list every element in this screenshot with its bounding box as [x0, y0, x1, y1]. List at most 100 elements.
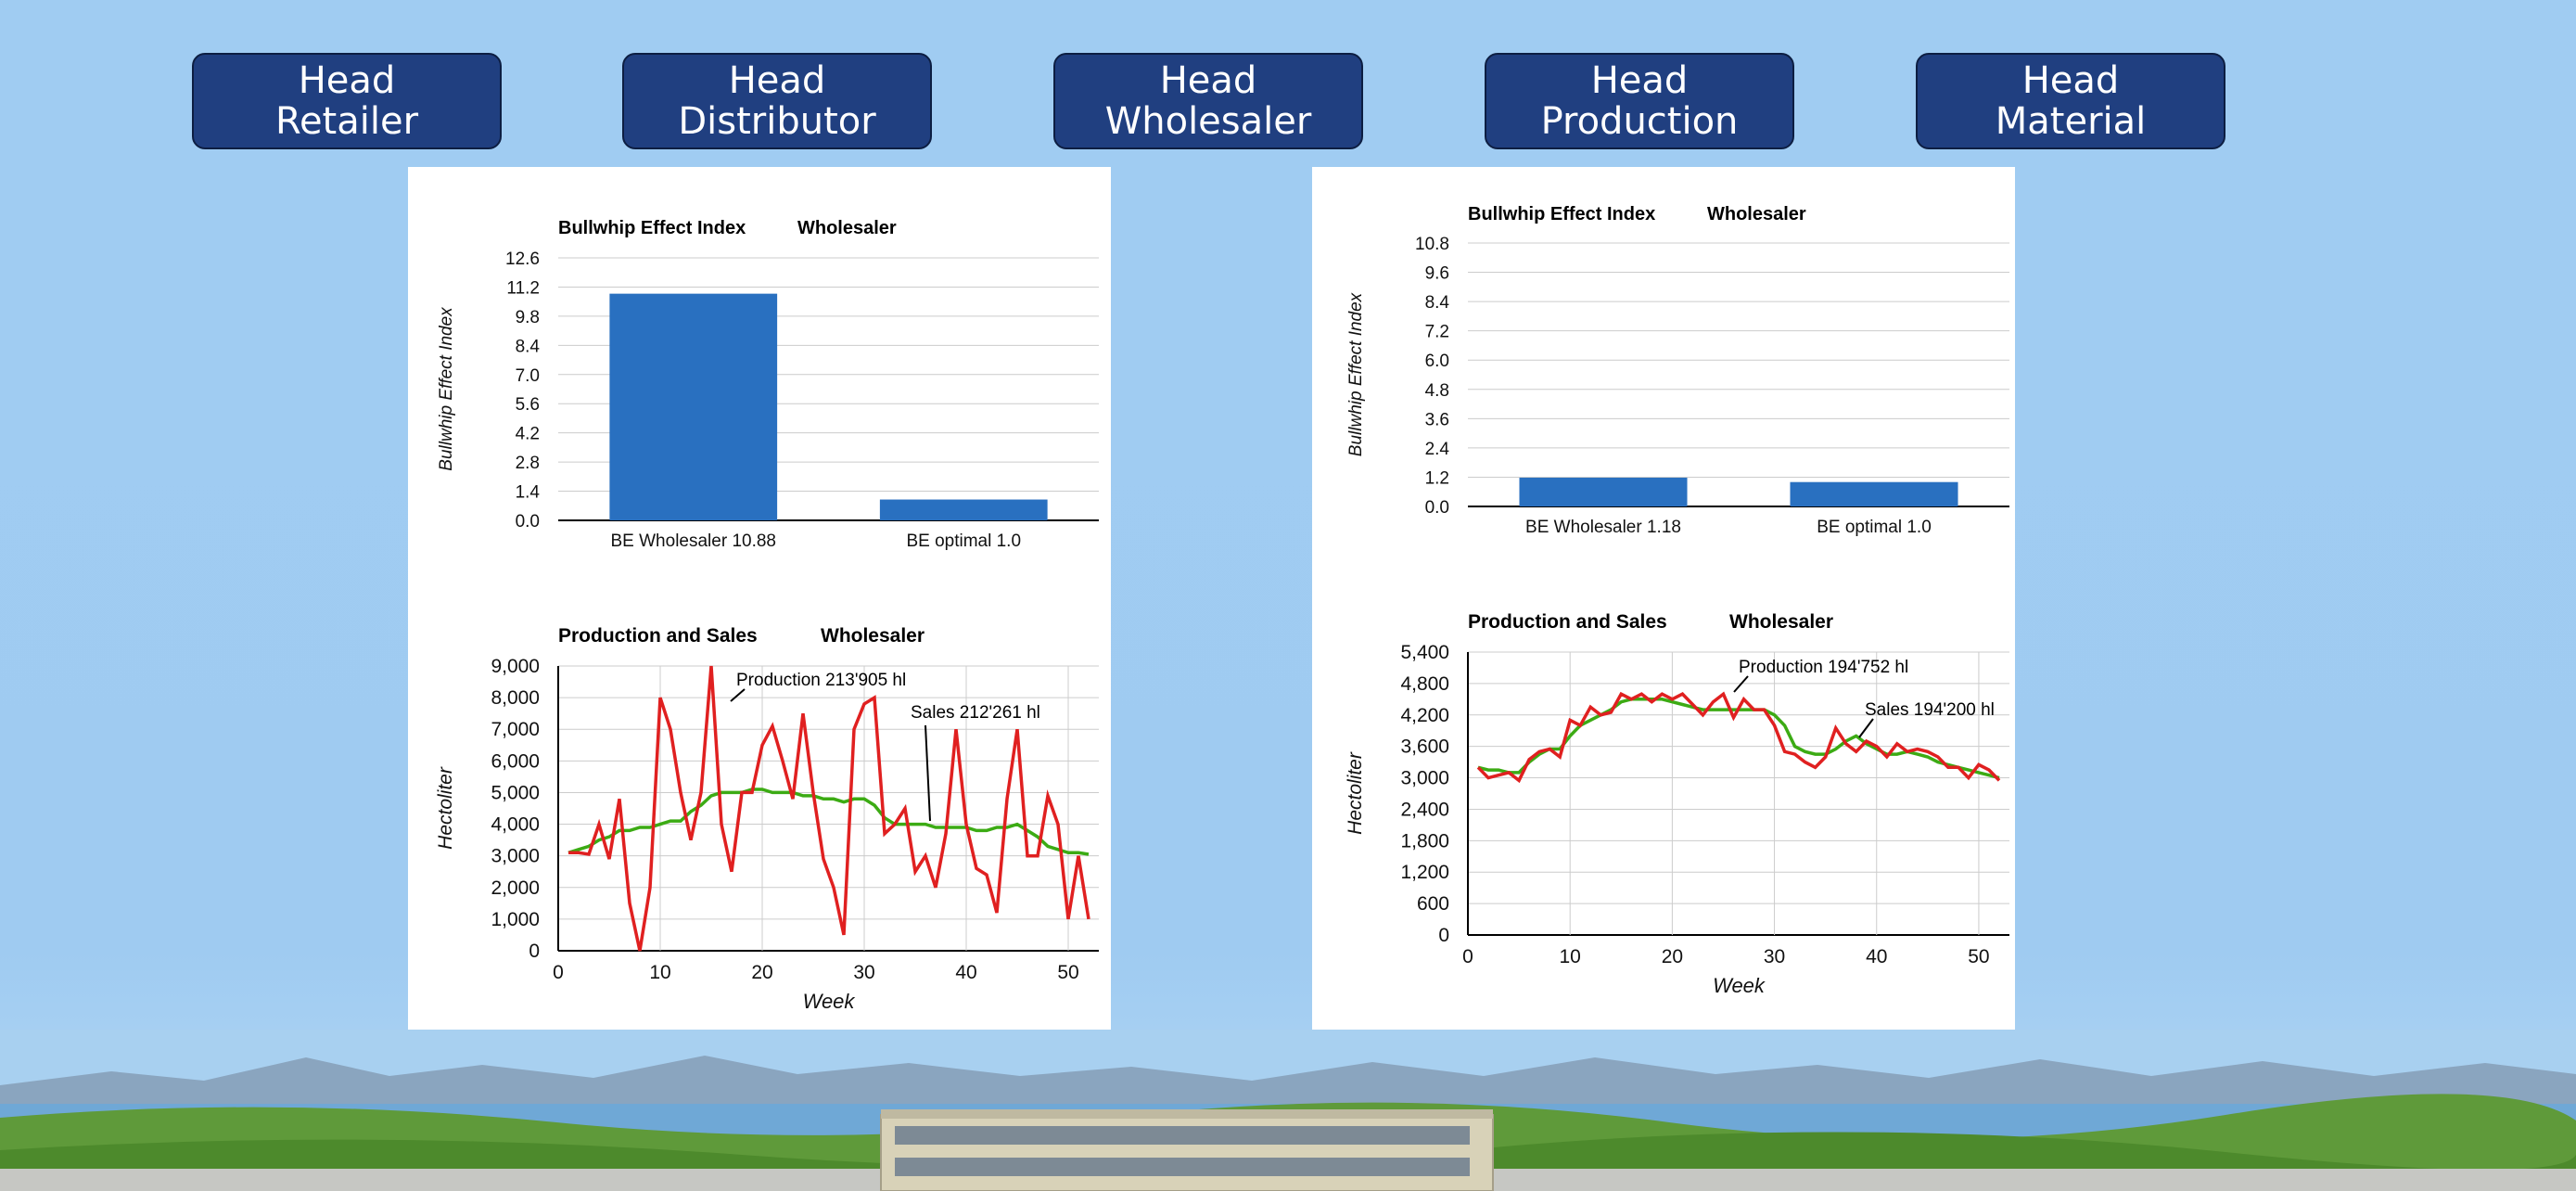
- button-label-line2: Production: [1540, 100, 1739, 143]
- production-y-tick-label: 0: [1438, 925, 1449, 946]
- production-entity-label: Wholesaler: [821, 625, 925, 647]
- bullwhip-y-tick-label: 1.2: [1425, 468, 1449, 488]
- production-x-tick-label: 40: [1866, 946, 1887, 967]
- bullwhip-y-tick-label: 2.4: [1425, 440, 1450, 459]
- bar-be-wholesaler: [1519, 477, 1688, 506]
- charts-right: Bullwhip Effect Index Wholesaler 0.0 1.2 2.4…: [1345, 204, 2009, 997]
- bullwhip-y-tick-label: 9.8: [516, 308, 540, 327]
- production-y-axis-label: Hectoliter: [435, 766, 456, 850]
- production-y-tick-label: 0: [529, 941, 540, 962]
- production-x-tick-label: 20: [1662, 946, 1683, 967]
- production-y-tick-label: 600: [1417, 893, 1449, 915]
- chart-panel-right: Bullwhip Effect Index Wholesaler 0.0 1.2 2.4…: [1312, 167, 2015, 1044]
- production-x-tick-label: 40: [955, 962, 976, 983]
- bullwhip-category-label: BE optimal 1.0: [1817, 518, 1932, 537]
- production-y-tick-label: 3,600: [1400, 736, 1449, 758]
- production-x-tick-label: 10: [649, 962, 670, 983]
- button-label-line2: Distributor: [678, 100, 876, 143]
- production-x-tick-label: 0: [553, 962, 564, 983]
- bullwhip-y-tick-label: 5.6: [516, 395, 540, 415]
- bullwhip-y-tick-label: 1.4: [516, 483, 541, 503]
- production-y-tick-label: 5,000: [491, 782, 540, 803]
- button-label-line1: Head: [2021, 59, 2120, 102]
- bullwhip-category-label: BE Wholesaler 10.88: [611, 531, 777, 551]
- production-y-tick-label: 1,800: [1400, 830, 1449, 852]
- production-x-tick-label: 30: [853, 962, 874, 983]
- production-y-tick-label: 5,400: [1400, 642, 1449, 663]
- bullwhip-category-label: BE optimal 1.0: [906, 531, 1021, 551]
- bullwhip-y-tick-label: 2.8: [516, 454, 540, 473]
- production-x-tick-label: 0: [1462, 946, 1473, 967]
- production-chart-title: Production and Sales: [1468, 611, 1667, 633]
- bullwhip-y-tick-label: 4.2: [516, 425, 540, 444]
- production-x-tick-label: 50: [1968, 946, 1989, 967]
- head-retailer-button[interactable]: Head Retailer: [192, 53, 502, 149]
- production-y-tick-label: 3,000: [1400, 768, 1449, 789]
- production-y-tick-label: 9,000: [491, 656, 540, 677]
- production-y-tick-label: 2,400: [1400, 799, 1449, 820]
- bullwhip-title: Bullwhip Effect Index: [1468, 204, 1655, 224]
- production-y-tick-label: 1,200: [1400, 862, 1449, 883]
- production-series-line: [568, 665, 1090, 952]
- bullwhip-y-tick-label: 6.0: [1425, 352, 1449, 371]
- button-label-line1: Head: [1590, 59, 1689, 102]
- production-y-tick-label: 4,800: [1400, 673, 1449, 695]
- production-y-tick-label: 2,000: [491, 877, 540, 899]
- production-y-tick-label: 6,000: [491, 750, 540, 772]
- sales-series-line: [567, 788, 1090, 856]
- bar-be-wholesaler: [609, 293, 778, 520]
- chart-panel-left: Bullwhip Effect Index Wholesaler 0.0 1.4 2.8…: [408, 167, 1111, 1044]
- production-y-tick-label: 3,000: [491, 846, 540, 867]
- production-x-axis-label: Week: [803, 990, 856, 1013]
- bullwhip-y-tick-label: 7.0: [516, 366, 540, 386]
- bullwhip-y-axis-label: Bullwhip Effect Index: [437, 306, 456, 471]
- button-label-line2: Wholesaler: [1104, 100, 1312, 143]
- production-chart-title: Production and Sales: [558, 625, 758, 647]
- sales-annotation-leader: [1858, 718, 1874, 738]
- bullwhip-title: Bullwhip Effect Index: [558, 218, 746, 238]
- production-series-line: [1476, 691, 2001, 784]
- production-entity-label: Wholesaler: [1729, 611, 1833, 633]
- sales-annotation-leader: [925, 724, 931, 822]
- button-label-line2: Material: [1995, 100, 2147, 143]
- production-y-tick-label: 4,000: [491, 814, 540, 836]
- button-label-line1: Head: [728, 59, 826, 102]
- charts-left: Bullwhip Effect Index Wholesaler 0.0 1.4 2.8…: [435, 218, 1099, 1013]
- head-production-button[interactable]: Head Production: [1485, 53, 1794, 149]
- head-material-button[interactable]: Head Material: [1916, 53, 2225, 149]
- bullwhip-y-tick-label: 3.6: [1425, 410, 1449, 429]
- bullwhip-y-tick-label: 12.6: [505, 250, 540, 269]
- bullwhip-y-tick-label: 4.8: [1425, 381, 1449, 401]
- bar-be-optimal: [879, 499, 1048, 520]
- bullwhip-y-tick-label: 8.4: [516, 337, 541, 356]
- bullwhip-y-tick-label: 11.2: [506, 278, 540, 298]
- bullwhip-y-tick-label: 10.8: [1415, 235, 1449, 254]
- production-y-tick-label: 8,000: [491, 687, 540, 709]
- production-x-tick-label: 50: [1057, 962, 1078, 983]
- landscape-illustration: [0, 1030, 2576, 1191]
- bullwhip-y-tick-label: 0.0: [516, 512, 540, 531]
- button-label-line1: Head: [1159, 59, 1257, 102]
- button-label-line2: Retailer: [274, 100, 419, 143]
- production-x-tick-label: 30: [1764, 946, 1785, 967]
- button-label-line1: Head: [298, 59, 396, 102]
- production-y-tick-label: 1,000: [491, 909, 540, 930]
- production-x-tick-label: 10: [1560, 946, 1581, 967]
- sales-total-label: Sales 194'200 hl: [1865, 700, 1995, 720]
- bar-be-optimal: [1790, 481, 1958, 506]
- bullwhip-entity-label: Wholesaler: [797, 218, 897, 238]
- bullwhip-y-axis-label: Bullwhip Effect Index: [1346, 291, 1366, 456]
- bullwhip-y-tick-label: 0.0: [1425, 498, 1449, 518]
- bullwhip-y-tick-label: 7.2: [1425, 323, 1449, 342]
- sales-total-label: Sales 212'261 hl: [911, 703, 1040, 723]
- production-y-tick-label: 7,000: [491, 719, 540, 740]
- production-x-tick-label: 20: [751, 962, 772, 983]
- head-distributor-button[interactable]: Head Distributor: [622, 53, 932, 149]
- production-total-label: Production 194'752 hl: [1739, 658, 1908, 677]
- production-x-axis-label: Week: [1713, 974, 1766, 997]
- bullwhip-y-tick-label: 9.6: [1425, 264, 1449, 284]
- production-annotation-leader: [1733, 675, 1749, 693]
- production-annotation-leader: [730, 688, 746, 702]
- bullwhip-category-label: BE Wholesaler 1.18: [1525, 518, 1681, 537]
- head-wholesaler-button[interactable]: Head Wholesaler: [1053, 53, 1363, 149]
